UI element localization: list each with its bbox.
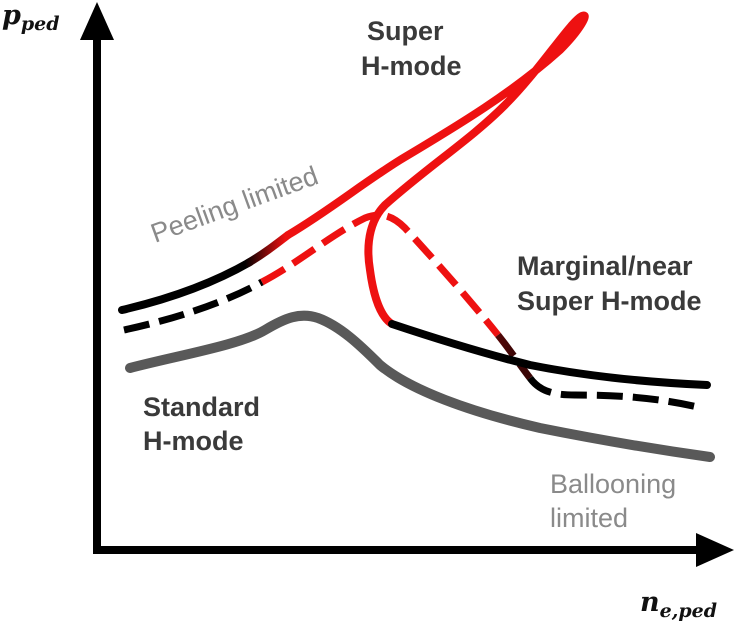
super-h-mode-red-curve: [284, 11, 589, 328]
y-axis-label: pped: [2, 0, 60, 35]
dashed-black-lower-left: [123, 278, 264, 334]
peeling-limited-label: Peeling limited: [147, 160, 322, 248]
marginal-label-2: Super H-mode: [517, 286, 702, 316]
super-h-mode-label-2: H-mode: [361, 51, 462, 81]
y-axis-arrowhead: [80, 2, 114, 40]
super-h-mode-label: Super: [367, 16, 444, 46]
x-axis-arrowhead: [696, 533, 734, 567]
marginal-label: Marginal/near: [517, 251, 693, 281]
marginal-solid-black: [388, 320, 711, 389]
dashed-red-boundary: [260, 211, 501, 338]
standard-h-mode-label-2: H-mode: [143, 426, 244, 456]
standard-h-mode-label: Standard: [143, 392, 260, 422]
x-axis-label: ne,ped: [640, 587, 717, 622]
dashed-dark-red-segment: [495, 332, 533, 381]
ballooning-limited-label-2: limited: [550, 503, 628, 533]
dashed-black-lower-right: [527, 375, 703, 412]
standard-h-mode-curve: [125, 310, 715, 462]
axes: [80, 2, 734, 567]
peeling-limited-solid-black: [118, 258, 254, 314]
ballooning-limited-label: Ballooning: [550, 469, 676, 499]
peeling-transition-segment: [244, 231, 292, 267]
